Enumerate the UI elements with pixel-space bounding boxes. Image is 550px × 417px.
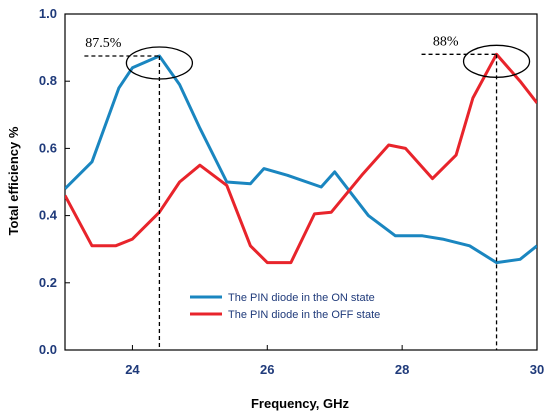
x-tick-label: 26 bbox=[260, 362, 274, 377]
y-tick-label: 0.0 bbox=[39, 342, 57, 357]
y-tick-label: 0.2 bbox=[39, 275, 57, 290]
annotations-layer: 87.5% 88% bbox=[84, 34, 531, 350]
y-tick-label: 1.0 bbox=[39, 6, 57, 21]
x-tick-label: 28 bbox=[395, 362, 409, 377]
y-axis-title: Total efficiency % bbox=[6, 126, 21, 235]
series-line-off-state bbox=[65, 52, 537, 265]
y-tick-label: 0.6 bbox=[39, 140, 57, 155]
peak-88-highlight-ellipse bbox=[462, 44, 531, 78]
legend: The PIN diode in the ON state The PIN dio… bbox=[190, 292, 380, 321]
peak-88-label: 88% bbox=[433, 34, 459, 49]
y-tick-label: 0.8 bbox=[39, 73, 57, 88]
legend-label-off-state: The PIN diode in the OFF state bbox=[228, 309, 380, 321]
x-tick-label: 30 bbox=[530, 362, 544, 377]
x-axis-title: Frequency, GHz bbox=[251, 396, 350, 411]
plot-frame bbox=[64, 13, 538, 351]
x-tick-label: 24 bbox=[125, 362, 140, 377]
series-line-on-state bbox=[65, 54, 537, 265]
series-layer bbox=[65, 52, 537, 265]
axes: 24 26 28 30 0.0 0.2 0.4 0.6 0.8 1.0 bbox=[39, 6, 544, 377]
peak-87-5-label: 87.5% bbox=[85, 36, 122, 51]
y-tick-label: 0.4 bbox=[39, 208, 58, 223]
peak-87-5-highlight-ellipse bbox=[125, 46, 194, 80]
legend-label-on-state: The PIN diode in the ON state bbox=[228, 292, 375, 304]
